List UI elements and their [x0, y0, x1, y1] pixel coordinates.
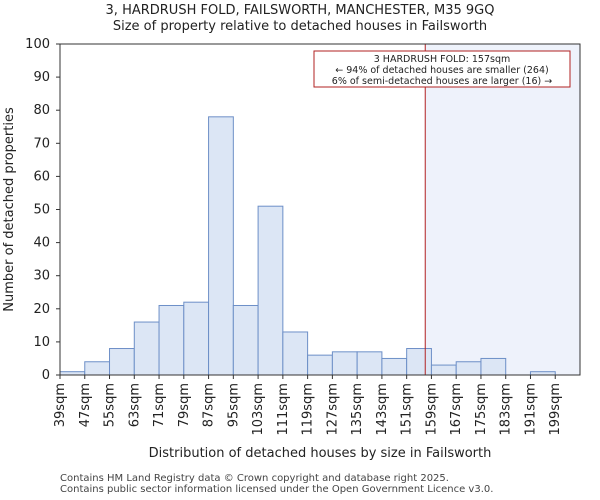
- bar-87sqm: [208, 116, 234, 376]
- y-tick-label: 30: [33, 269, 50, 284]
- x-tick-label: 87sqm: [202, 383, 217, 427]
- y-tick-label: 70: [33, 136, 50, 151]
- x-tick-label: 191sqm: [523, 383, 538, 436]
- y-tick-label: 60: [33, 169, 50, 184]
- y-tick-label: 20: [33, 302, 50, 317]
- annotation-line3: 6% of semi-detached houses are larger (1…: [332, 76, 552, 87]
- x-tick-label: 103sqm: [251, 383, 266, 436]
- x-tick-label: 119sqm: [301, 383, 316, 436]
- y-tick-label: 10: [33, 335, 50, 350]
- x-tick-label: 175sqm: [474, 383, 489, 436]
- bar-79sqm: [183, 301, 210, 376]
- larger-region-highlight: [425, 44, 580, 375]
- bars-group: [59, 116, 556, 376]
- y-axis-ticks: 0 10 20 30 40 50 60 70 80 90 100: [25, 37, 60, 383]
- x-axis-label: Distribution of detached houses by size …: [149, 446, 492, 461]
- annotation-line1: 3 HARDRUSH FOLD: 157sqm: [374, 54, 511, 65]
- annotation-box: 3 HARDRUSH FOLD: 157sqm ← 94% of detache…: [313, 50, 571, 88]
- bar-143sqm: [381, 357, 408, 376]
- bar-151sqm: [406, 348, 432, 376]
- bar-167sqm: [455, 361, 482, 376]
- x-axis-ticks: 39sqm 47sqm 55sqm 63sqm 71sqm 79sqm 87sqm 95sqm…: [53, 375, 563, 436]
- y-tick-label: 0: [42, 368, 50, 383]
- bar-127sqm: [331, 351, 358, 376]
- y-tick-label: 100: [25, 37, 50, 52]
- bar-159sqm: [430, 364, 457, 376]
- x-tick-label: 63sqm: [127, 383, 142, 427]
- x-tick-label: 143sqm: [375, 383, 390, 436]
- footer-line1: Contains HM Land Registry data © Crown c…: [60, 473, 449, 484]
- x-tick-label: 167sqm: [449, 383, 464, 436]
- bar-103sqm: [257, 205, 284, 376]
- bar-47sqm: [84, 361, 111, 376]
- x-tick-label: 159sqm: [424, 383, 439, 436]
- bar-119sqm: [307, 354, 333, 376]
- bar-55sqm: [109, 348, 135, 376]
- y-tick-label: 50: [33, 203, 50, 218]
- x-tick-label: 95sqm: [226, 383, 241, 427]
- x-tick-label: 151sqm: [400, 383, 415, 436]
- bar-111sqm: [282, 331, 309, 376]
- y-tick-label: 40: [33, 236, 50, 251]
- annotation-border: [313, 50, 571, 88]
- y-axis-label: Number of detached properties: [2, 107, 17, 312]
- annotation-line2: ← 94% of detached houses are smaller (26…: [335, 65, 548, 76]
- chart-title-line1: 3, HARDRUSH FOLD, FAILSWORTH, MANCHESTER…: [105, 3, 495, 18]
- x-tick-label: 183sqm: [499, 383, 514, 436]
- x-tick-label: 111sqm: [276, 383, 291, 436]
- x-tick-label: 79sqm: [177, 383, 192, 427]
- x-tick-label: 127sqm: [325, 383, 340, 436]
- y-tick-label: 80: [33, 103, 50, 118]
- y-tick-label: 90: [33, 70, 50, 85]
- x-tick-label: 55sqm: [103, 383, 118, 427]
- footer-line2: Contains public sector information licen…: [60, 484, 494, 495]
- x-tick-label: 135sqm: [350, 383, 365, 436]
- bar-71sqm: [158, 304, 185, 376]
- chart-title-line2: Size of property relative to detached ho…: [112, 19, 488, 34]
- x-tick-label: 39sqm: [53, 383, 68, 427]
- x-tick-label: 71sqm: [152, 383, 167, 427]
- bar-95sqm: [232, 304, 259, 376]
- x-tick-label: 47sqm: [78, 383, 93, 427]
- bar-63sqm: [133, 321, 160, 376]
- x-tick-label: 199sqm: [548, 383, 563, 436]
- bar-135sqm: [356, 351, 383, 376]
- bar-175sqm: [480, 357, 507, 376]
